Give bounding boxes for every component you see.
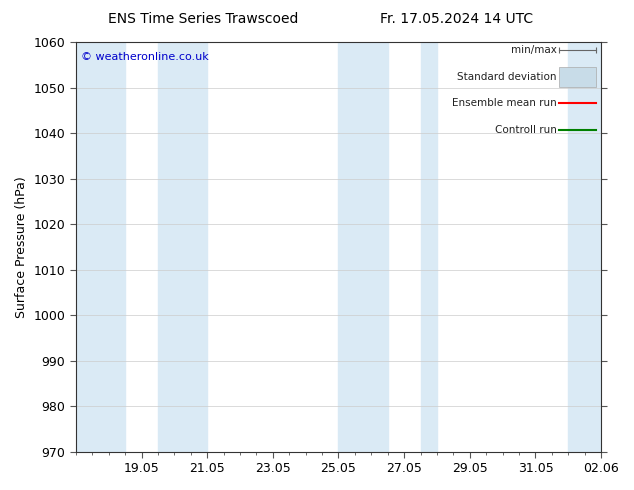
Bar — [158, 42, 207, 452]
Text: min/max: min/max — [510, 45, 557, 55]
Bar — [420, 42, 437, 452]
Y-axis label: Surface Pressure (hPa): Surface Pressure (hPa) — [15, 176, 28, 318]
Bar — [568, 42, 601, 452]
Bar — [559, 67, 596, 87]
Text: © weatheronline.co.uk: © weatheronline.co.uk — [81, 52, 209, 62]
Text: Controll run: Controll run — [495, 125, 557, 135]
Text: ENS Time Series Trawscoed: ENS Time Series Trawscoed — [108, 12, 298, 26]
Text: Ensemble mean run: Ensemble mean run — [452, 98, 557, 108]
Text: Standard deviation: Standard deviation — [457, 72, 557, 82]
Text: Fr. 17.05.2024 14 UTC: Fr. 17.05.2024 14 UTC — [380, 12, 533, 26]
Bar — [76, 42, 125, 452]
Bar — [339, 42, 388, 452]
